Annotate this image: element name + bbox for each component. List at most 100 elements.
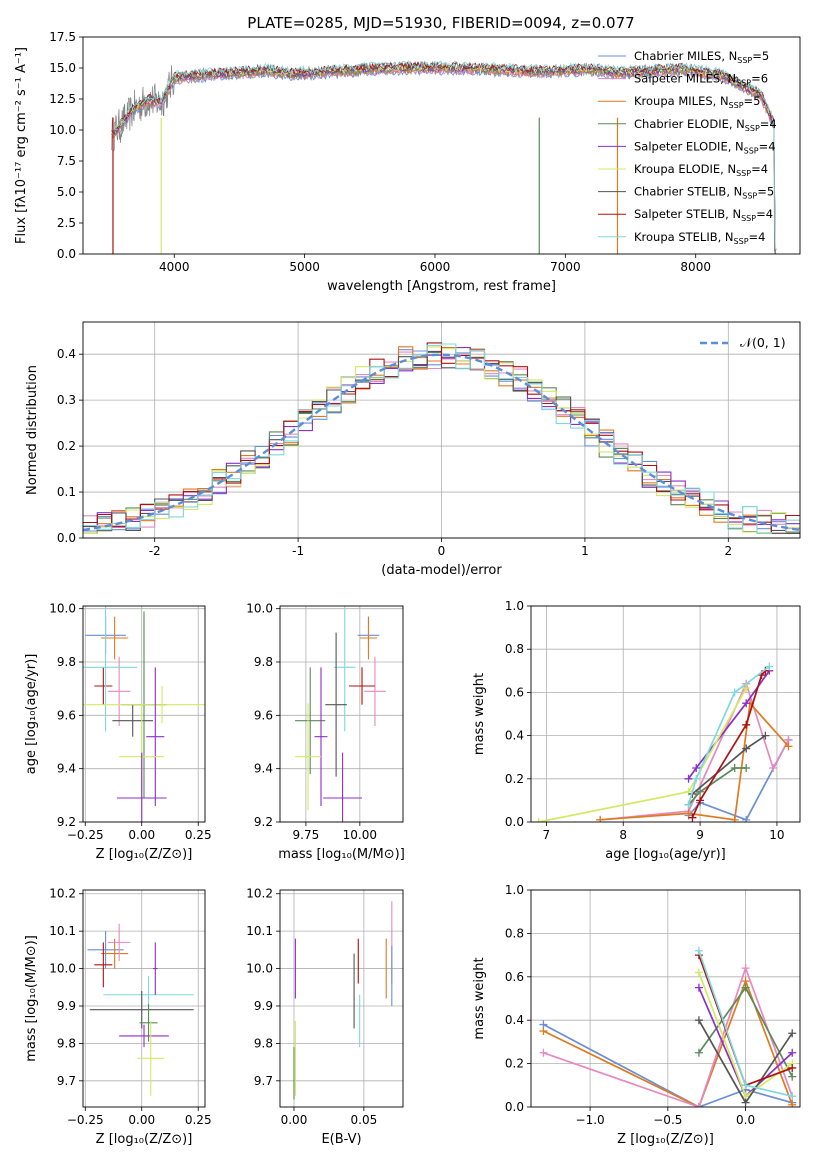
legend-label: Chabrier ELODIE, NSSP=4 [634,117,777,133]
legend-label-prefix: Salpeter STELIB, N [634,207,741,221]
panel-spectrum: 4000 5000 6000 7000 8000 0.0 2.5 5.0 7.5 10.0 12.5… [14,30,801,294]
x-tick-label: 0 [438,544,446,558]
y-axis-label: mass weight [472,673,487,755]
y-tick-label: 9.4 [254,762,273,776]
x-tick-label: −0.5 [653,1113,682,1127]
y-tick-label: 9.8 [254,1036,273,1050]
legend-label-suffix: =4 [751,162,768,176]
legend-label: Salpeter ELODIE, NSSP=4 [634,139,776,155]
legend-label: Kroupa ELODIE, NSSP=4 [634,162,768,178]
x-tick-label: −0.25 [67,828,104,842]
y-tick-label: 1.0 [505,599,524,613]
x-tick-label: 0.00 [281,1113,308,1127]
y-axis-label: age [log₁₀(age/yr)] [24,654,39,775]
marker-kroupa_miles [596,815,605,822]
y-tick-label: 17.5 [49,30,76,44]
normal-curve [83,353,800,532]
y-tick-label: 10.0 [49,602,76,616]
marker-kroupa_stelib [684,800,693,809]
y-tick-label: 9.2 [254,815,273,829]
marker-kroupa_miles [684,809,693,818]
x-tick-label: 0.0 [736,1113,755,1127]
legend-label-suffix: =5 [752,49,769,63]
legend-label-sub: SSP [745,124,760,133]
marker-kroupa_stelib [694,946,703,955]
plot-area [111,60,777,254]
plot-area [83,606,205,822]
marker-kroupa_miles [539,1027,548,1036]
legend-label-suffix: =4 [749,230,766,244]
x-tick-label: −1.0 [576,1113,605,1127]
x-tick-label: 0.00 [128,828,155,842]
panel-mass_weight_vs_Z: −1.0 −0.5 0.0 0.0 0.2 0.4 0.6 0.8 1.0 Z [log₁₀(Z/… [472,883,801,1147]
x-tick-label: 7000 [550,260,581,274]
axes-frame [82,889,206,1108]
legend-label: Salpeter MILES, NSSP=6 [634,72,768,88]
axes-frame [279,605,404,823]
y-tick-label: 0.0 [57,247,76,261]
y-tick-label: 9.6 [254,708,273,722]
y-tick-label: 0.4 [505,729,524,743]
series-line-chabrier_elodie [687,767,747,806]
panel-age_vs_mass: 9.75 10.00 9.2 9.4 9.6 9.8 10.0 mass [log₁₀(M/M… [246,602,404,862]
legend-label-prefix: Chabrier MILES, N [634,49,737,63]
y-tick-label: 10.1 [49,924,76,938]
marker-kroupa_stelib [692,774,701,783]
x-axis-label: E(B-V) [321,1132,361,1147]
x-tick-label: 8 [619,828,627,842]
marker-salpeter_miles [769,764,778,772]
plot-area [539,946,797,1107]
x-tick-label: 8000 [680,260,711,274]
y-tick-label: 12.5 [49,92,76,106]
legend-label-sub: SSP [742,192,757,201]
series-line-chabrier_miles [543,1023,793,1107]
axes-frame [82,605,206,823]
legend-label-suffix: =5 [744,94,761,108]
y-tick-label: 0.6 [505,685,524,699]
legend-label-prefix: Kroupa STELIB, N [634,230,734,244]
marker-chabrier_elodie [788,1072,797,1081]
legend-label-sub: SSP [741,214,756,223]
marker-salpeter_elodie [694,983,703,992]
y-tick-label: 0.0 [57,531,76,545]
marker-kroupa_stelib [741,1081,750,1090]
marker-salpeter_stelib [788,1063,797,1072]
legend-label-sub: SSP [734,237,749,246]
legend-label-sub: SSP [736,79,751,88]
y-tick-label: 0.3 [57,393,76,407]
marker-salpeter_elodie [684,774,693,783]
y-tick-label: 0.2 [505,772,524,786]
y-tick-label: 9.6 [57,708,76,722]
marker-chabrier_stelib [694,1016,703,1025]
x-axis-label: Z [log₁₀(Z/Z⊙)] [96,1132,193,1147]
plot-area [534,662,793,822]
y-tick-label: 9.8 [254,655,273,669]
legend-label-sub: SSP [736,169,751,178]
y-tick-label: 9.9 [254,999,273,1013]
x-tick-label: 0.05 [351,1113,378,1127]
panel-residuals: -2 -1 0 1 2 0.0 0.1 0.2 0.3 0.4 (data-model)/error… [25,321,801,578]
marker-salpeter_miles [694,1103,703,1107]
x-tick-label: 5000 [289,260,320,274]
x-tick-label: 7 [543,828,551,842]
marker-kroupa_stelib [788,1092,797,1101]
figure-title: PLATE=0285, MJD=51930, FIBERID=0094, z=0… [247,14,634,32]
chart-layer: 4000 5000 6000 7000 80000.02.55.07.510.012.5… [14,30,801,1147]
y-tick-label: 10.0 [49,962,76,976]
legend: 𝒩(0, 1) [700,335,786,350]
plot-area [295,606,386,822]
marker-kroupa_elodie [742,684,751,693]
marker-kroupa_miles [730,815,739,822]
y-tick-label: 9.8 [57,655,76,669]
axes-frame [82,321,801,539]
x-axis-label: wavelength [Angstrom, rest frame] [327,279,556,294]
marker-salpeter_elodie [692,764,701,772]
marker-chabrier_miles [742,815,751,822]
x-tick-label: 10 [769,828,784,842]
legend: Chabrier MILES, N SSP =5 Salpeter MILES, NS… [598,49,777,246]
marker-chabrier_elodie [741,983,750,992]
y-tick-label: 0.0 [505,1100,524,1114]
y-axis-label: Flux [fλ10⁻¹⁷ erg cm⁻² s⁻¹ A⁻¹] [14,47,29,244]
